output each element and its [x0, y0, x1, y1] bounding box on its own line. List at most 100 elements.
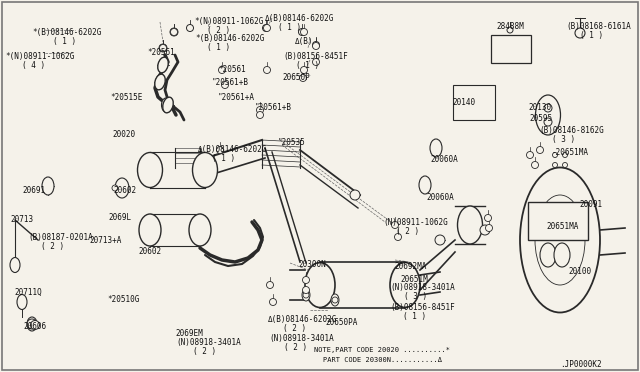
Bar — [453, 85, 495, 120]
Text: *(N)08911-1062G: *(N)08911-1062G — [5, 52, 74, 61]
Circle shape — [218, 67, 225, 74]
Text: NOTE,PART CODE 20020 ..........*: NOTE,PART CODE 20020 ..........* — [314, 347, 450, 353]
Circle shape — [159, 45, 166, 51]
Text: Δ(B)08146-6202G: Δ(B)08146-6202G — [198, 145, 268, 154]
Text: 20300N: 20300N — [298, 260, 326, 269]
Circle shape — [544, 118, 552, 126]
Text: -20651MA: -20651MA — [552, 148, 589, 157]
Text: 20100: 20100 — [568, 267, 591, 276]
Text: ( 2 ): ( 2 ) — [41, 242, 64, 251]
Ellipse shape — [161, 98, 170, 112]
Text: Δ(B)08146-6202G: Δ(B)08146-6202G — [268, 315, 337, 324]
Ellipse shape — [535, 195, 585, 285]
Text: "20561+B: "20561+B — [255, 103, 292, 112]
Circle shape — [31, 321, 40, 330]
Text: ( 3 ): ( 3 ) — [552, 135, 575, 144]
Circle shape — [170, 29, 177, 35]
Text: 20651M: 20651M — [400, 275, 428, 284]
Circle shape — [486, 224, 493, 231]
Text: 20711Q: 20711Q — [14, 288, 42, 297]
Circle shape — [312, 42, 319, 48]
Text: (B)08156-8451F: (B)08156-8451F — [283, 52, 348, 61]
Text: (B)08187-0201A: (B)08187-0201A — [28, 233, 93, 242]
Circle shape — [221, 81, 228, 89]
Bar — [528, 202, 588, 240]
Circle shape — [269, 298, 276, 305]
Text: (N)08918-3401A: (N)08918-3401A — [390, 283, 455, 292]
Ellipse shape — [305, 263, 335, 308]
Text: 20060A: 20060A — [430, 155, 458, 164]
Text: Δ(B): Δ(B) — [295, 37, 314, 46]
Ellipse shape — [540, 243, 556, 267]
Circle shape — [350, 190, 360, 200]
Text: 20713+A: 20713+A — [89, 236, 122, 245]
Text: 20651MA: 20651MA — [546, 222, 579, 231]
Circle shape — [392, 221, 399, 228]
Text: 20602: 20602 — [113, 186, 136, 195]
Circle shape — [507, 27, 513, 33]
Text: ( 3 ): ( 3 ) — [404, 292, 427, 301]
Circle shape — [27, 319, 37, 329]
Text: *20510G: *20510G — [107, 295, 140, 304]
Circle shape — [266, 282, 273, 289]
Text: ( 1 ): ( 1 ) — [53, 37, 76, 46]
Ellipse shape — [536, 95, 561, 135]
Text: 20691: 20691 — [22, 186, 45, 195]
Text: 2069L: 2069L — [108, 213, 131, 222]
Ellipse shape — [554, 243, 570, 267]
Circle shape — [552, 153, 557, 157]
Ellipse shape — [42, 177, 54, 195]
Text: 2069EM: 2069EM — [175, 329, 203, 338]
Circle shape — [301, 67, 307, 74]
Text: ( 1 ): ( 1 ) — [296, 61, 319, 70]
Ellipse shape — [430, 139, 442, 157]
Text: ( 4 ): ( 4 ) — [22, 61, 45, 70]
Ellipse shape — [163, 97, 173, 113]
Text: 20595: 20595 — [529, 114, 552, 123]
Ellipse shape — [138, 153, 163, 187]
Ellipse shape — [158, 58, 168, 72]
Text: 20602: 20602 — [138, 247, 161, 256]
Text: *(B)08146-6202G: *(B)08146-6202G — [32, 28, 101, 37]
Text: ( 1 ): ( 1 ) — [207, 43, 230, 52]
Circle shape — [264, 25, 271, 32]
Text: .JP0000K2: .JP0000K2 — [560, 360, 602, 369]
Text: 28488M: 28488M — [496, 22, 524, 31]
Circle shape — [303, 286, 310, 294]
Circle shape — [216, 147, 223, 154]
Circle shape — [531, 161, 538, 169]
Text: ( 2 ): ( 2 ) — [396, 227, 419, 236]
Text: (N)08911-1062G: (N)08911-1062G — [383, 218, 448, 227]
Text: 20606: 20606 — [23, 322, 46, 331]
Text: "20561+A: "20561+A — [218, 93, 255, 102]
Circle shape — [435, 235, 445, 245]
Ellipse shape — [157, 57, 168, 73]
Circle shape — [264, 67, 271, 74]
Circle shape — [170, 29, 177, 35]
Text: (B)08146-8162G: (B)08146-8162G — [539, 126, 604, 135]
Text: (N)08918-3401A: (N)08918-3401A — [269, 334, 333, 343]
Ellipse shape — [520, 167, 600, 312]
Text: (N)08918-3401A: (N)08918-3401A — [176, 338, 241, 347]
Circle shape — [257, 106, 264, 113]
Ellipse shape — [458, 206, 483, 244]
Circle shape — [301, 29, 307, 35]
Text: 20140: 20140 — [452, 98, 475, 107]
Ellipse shape — [139, 214, 161, 246]
Circle shape — [552, 163, 557, 167]
Text: ( 1 ): ( 1 ) — [212, 154, 235, 163]
Text: Δ(B)08146-6202G: Δ(B)08146-6202G — [265, 14, 334, 23]
Ellipse shape — [27, 317, 37, 331]
Circle shape — [170, 28, 178, 36]
Text: 20713: 20713 — [10, 215, 33, 224]
Circle shape — [480, 225, 490, 235]
Text: *(N)08911-1062G: *(N)08911-1062G — [194, 17, 264, 26]
Circle shape — [312, 42, 319, 49]
Circle shape — [563, 153, 568, 157]
Text: ( 2 ): ( 2 ) — [193, 347, 216, 356]
Circle shape — [186, 25, 193, 32]
Text: *20561: *20561 — [147, 48, 175, 57]
Circle shape — [563, 163, 568, 167]
Ellipse shape — [390, 263, 420, 308]
Ellipse shape — [193, 153, 218, 187]
